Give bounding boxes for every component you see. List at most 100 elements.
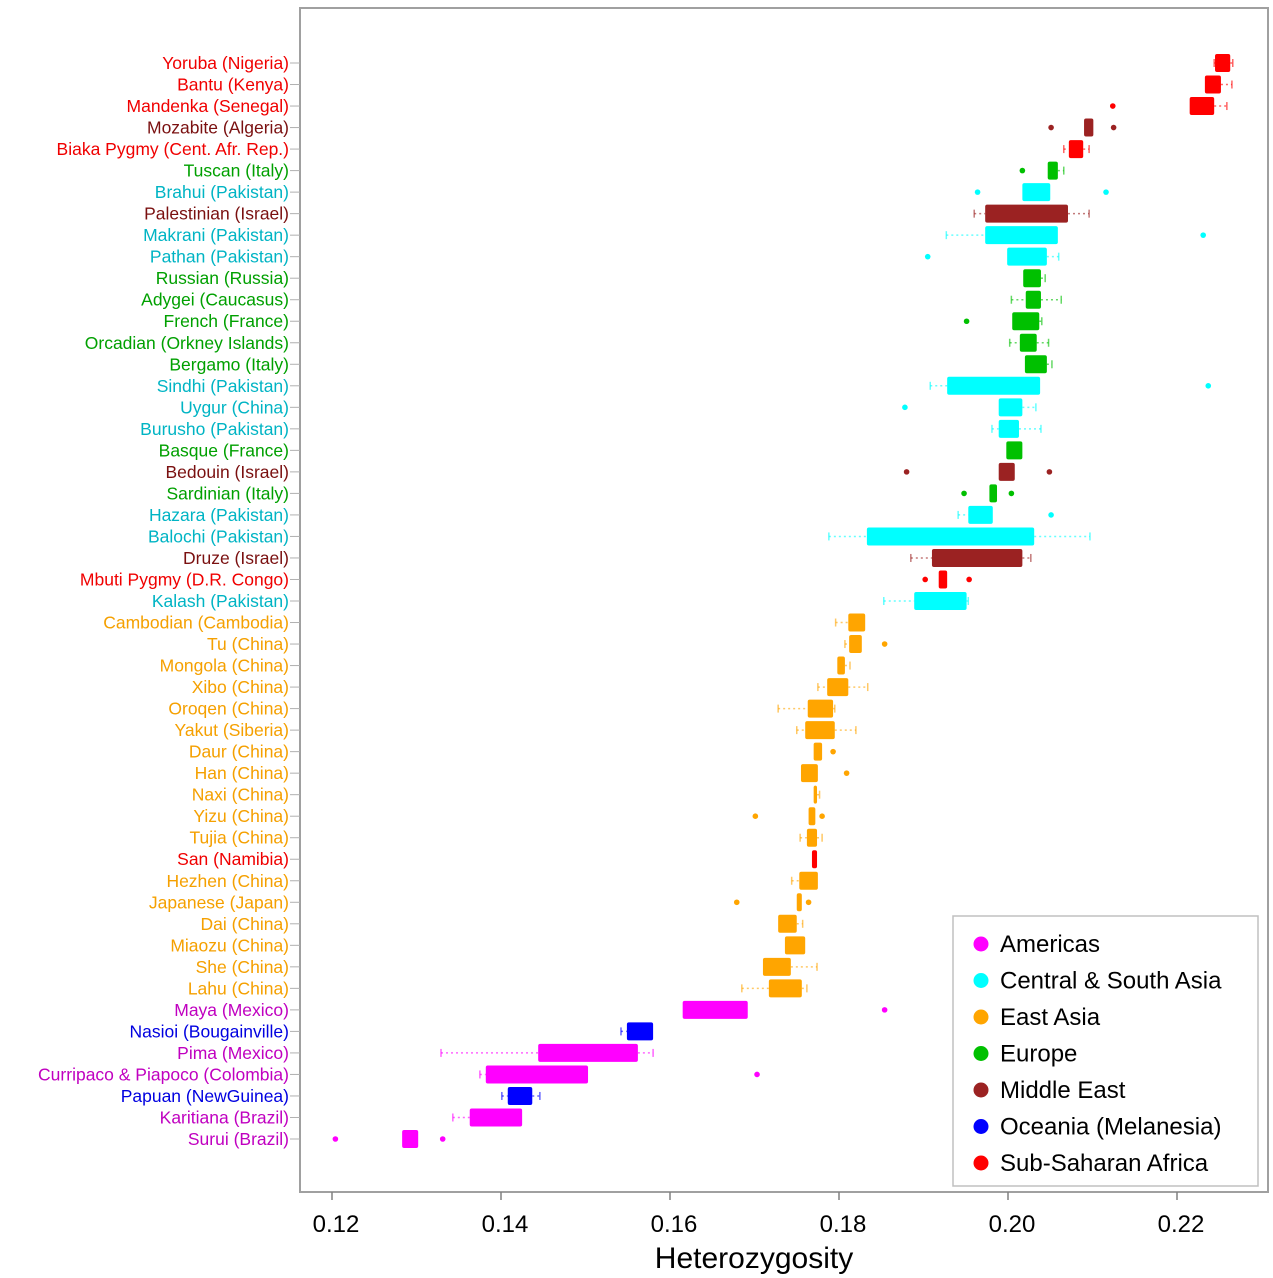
outlier-point	[1048, 512, 1054, 518]
iqr-box	[768, 979, 802, 998]
iqr-box	[1022, 183, 1051, 202]
iqr-box	[807, 699, 834, 718]
iqr-box	[1024, 355, 1047, 374]
iqr-box	[485, 1065, 589, 1084]
iqr-box	[848, 613, 866, 632]
iqr-box	[998, 398, 1023, 417]
outlier-point	[754, 1071, 760, 1078]
legend-box	[952, 915, 1259, 1187]
population-label: Curripaco & Piapoco (Colombia)	[38, 1064, 289, 1084]
population-label: She (China)	[196, 957, 289, 977]
iqr-box	[1204, 75, 1221, 94]
iqr-box	[1006, 441, 1023, 460]
outlier-point	[963, 318, 970, 325]
iqr-box	[998, 419, 1019, 438]
outlier-point	[1205, 383, 1212, 389]
iqr-box	[784, 936, 806, 955]
iqr-box	[938, 570, 948, 589]
iqr-box	[799, 871, 818, 890]
outlier-point	[881, 641, 888, 647]
outlier-point	[1019, 167, 1026, 174]
x-tick-label: 0.16	[651, 1211, 698, 1238]
population-label: Basque (France)	[159, 440, 289, 460]
iqr-box	[402, 1130, 419, 1148]
iqr-box	[1023, 269, 1041, 288]
iqr-box	[796, 893, 802, 912]
x-tick-label: 0.18	[820, 1211, 867, 1238]
legend-marker	[973, 936, 989, 952]
iqr-box	[849, 635, 862, 654]
iqr-box	[1084, 118, 1094, 137]
outlier-point	[922, 576, 928, 583]
iqr-box	[914, 592, 967, 610]
population-label: Oroqen (China)	[168, 699, 289, 719]
outlier-point	[830, 748, 836, 755]
legend-marker	[973, 1119, 989, 1134]
outlier-point	[903, 469, 910, 475]
population-label: Han (China)	[195, 763, 289, 783]
population-label: Mbuti Pygmy (D.R. Congo)	[80, 569, 289, 589]
x-tick-label: 0.20	[989, 1211, 1036, 1238]
population-label: Miaozu (China)	[170, 935, 289, 955]
iqr-box	[1068, 140, 1084, 159]
population-label: French (France)	[164, 311, 289, 331]
population-label: Yoruba (Nigeria)	[162, 53, 289, 73]
iqr-box	[813, 742, 823, 761]
legend: Americas Central & South Asia East Asia Eur…	[952, 915, 1259, 1187]
iqr-box	[998, 462, 1015, 481]
iqr-box	[947, 376, 1041, 395]
iqr-box	[1189, 97, 1215, 116]
iqr-box	[806, 828, 818, 847]
iqr-box	[808, 807, 816, 826]
population-label: Adygei (Caucasus)	[141, 290, 289, 310]
iqr-box	[805, 721, 835, 740]
outlier-point	[843, 770, 850, 776]
x-axis-title: Heterozygosity	[655, 1242, 853, 1275]
population-label: Cambodian (Cambodia)	[103, 613, 289, 633]
population-label: Mongola (China)	[160, 656, 289, 676]
iqr-box	[813, 785, 818, 804]
population-label: Karitiana (Brazil)	[160, 1107, 289, 1127]
iqr-box	[800, 764, 818, 783]
iqr-box	[985, 226, 1058, 245]
population-label: Druze (Israel)	[183, 548, 289, 568]
population-label: Dai (China)	[201, 914, 290, 934]
population-label: Biaka Pygmy (Cent. Afr. Rep.)	[57, 139, 289, 159]
population-label: Balochi (Pakistan)	[148, 526, 289, 546]
iqr-box	[1019, 333, 1037, 352]
outlier-point	[902, 404, 908, 411]
population-label: Surui (Brazil)	[188, 1129, 289, 1149]
outlier-point	[1200, 232, 1206, 238]
population-label: Pathan (Pakistan)	[150, 247, 289, 267]
population-label: Mandenka (Senegal)	[127, 96, 289, 116]
legend-label: Oceania (Melanesia)	[1000, 1114, 1221, 1141]
outlier-point	[819, 813, 825, 819]
outlier-point	[733, 899, 740, 906]
population-label: Yakut (Siberia)	[175, 720, 289, 740]
outlier-point	[881, 1007, 888, 1013]
iqr-box	[866, 527, 1035, 546]
iqr-box	[762, 957, 791, 976]
population-label: Mozabite (Algeria)	[147, 118, 289, 138]
iqr-box	[1012, 312, 1040, 331]
population-label: Xibo (China)	[192, 677, 289, 697]
iqr-box	[989, 484, 998, 503]
outlier-point	[924, 253, 931, 260]
iqr-box	[469, 1108, 523, 1127]
legend-marker	[973, 1082, 989, 1098]
iqr-box	[931, 548, 1023, 567]
legend-label: Americas	[1000, 931, 1100, 958]
legend-label: Central & South Asia	[1000, 968, 1222, 995]
outlier-point	[1046, 469, 1053, 475]
population-label: San (Namibia)	[177, 849, 289, 869]
population-label: Papuan (NewGuinea)	[121, 1086, 289, 1106]
population-label: Pima (Mexico)	[177, 1043, 289, 1063]
legend-label: Europe	[1000, 1041, 1077, 1068]
legend-marker	[973, 973, 989, 988]
iqr-box	[538, 1043, 638, 1062]
iqr-box	[1007, 247, 1047, 266]
iqr-box	[1215, 54, 1231, 72]
population-label: Sardinian (Italy)	[166, 483, 289, 503]
population-label: Hezhen (China)	[166, 871, 289, 891]
